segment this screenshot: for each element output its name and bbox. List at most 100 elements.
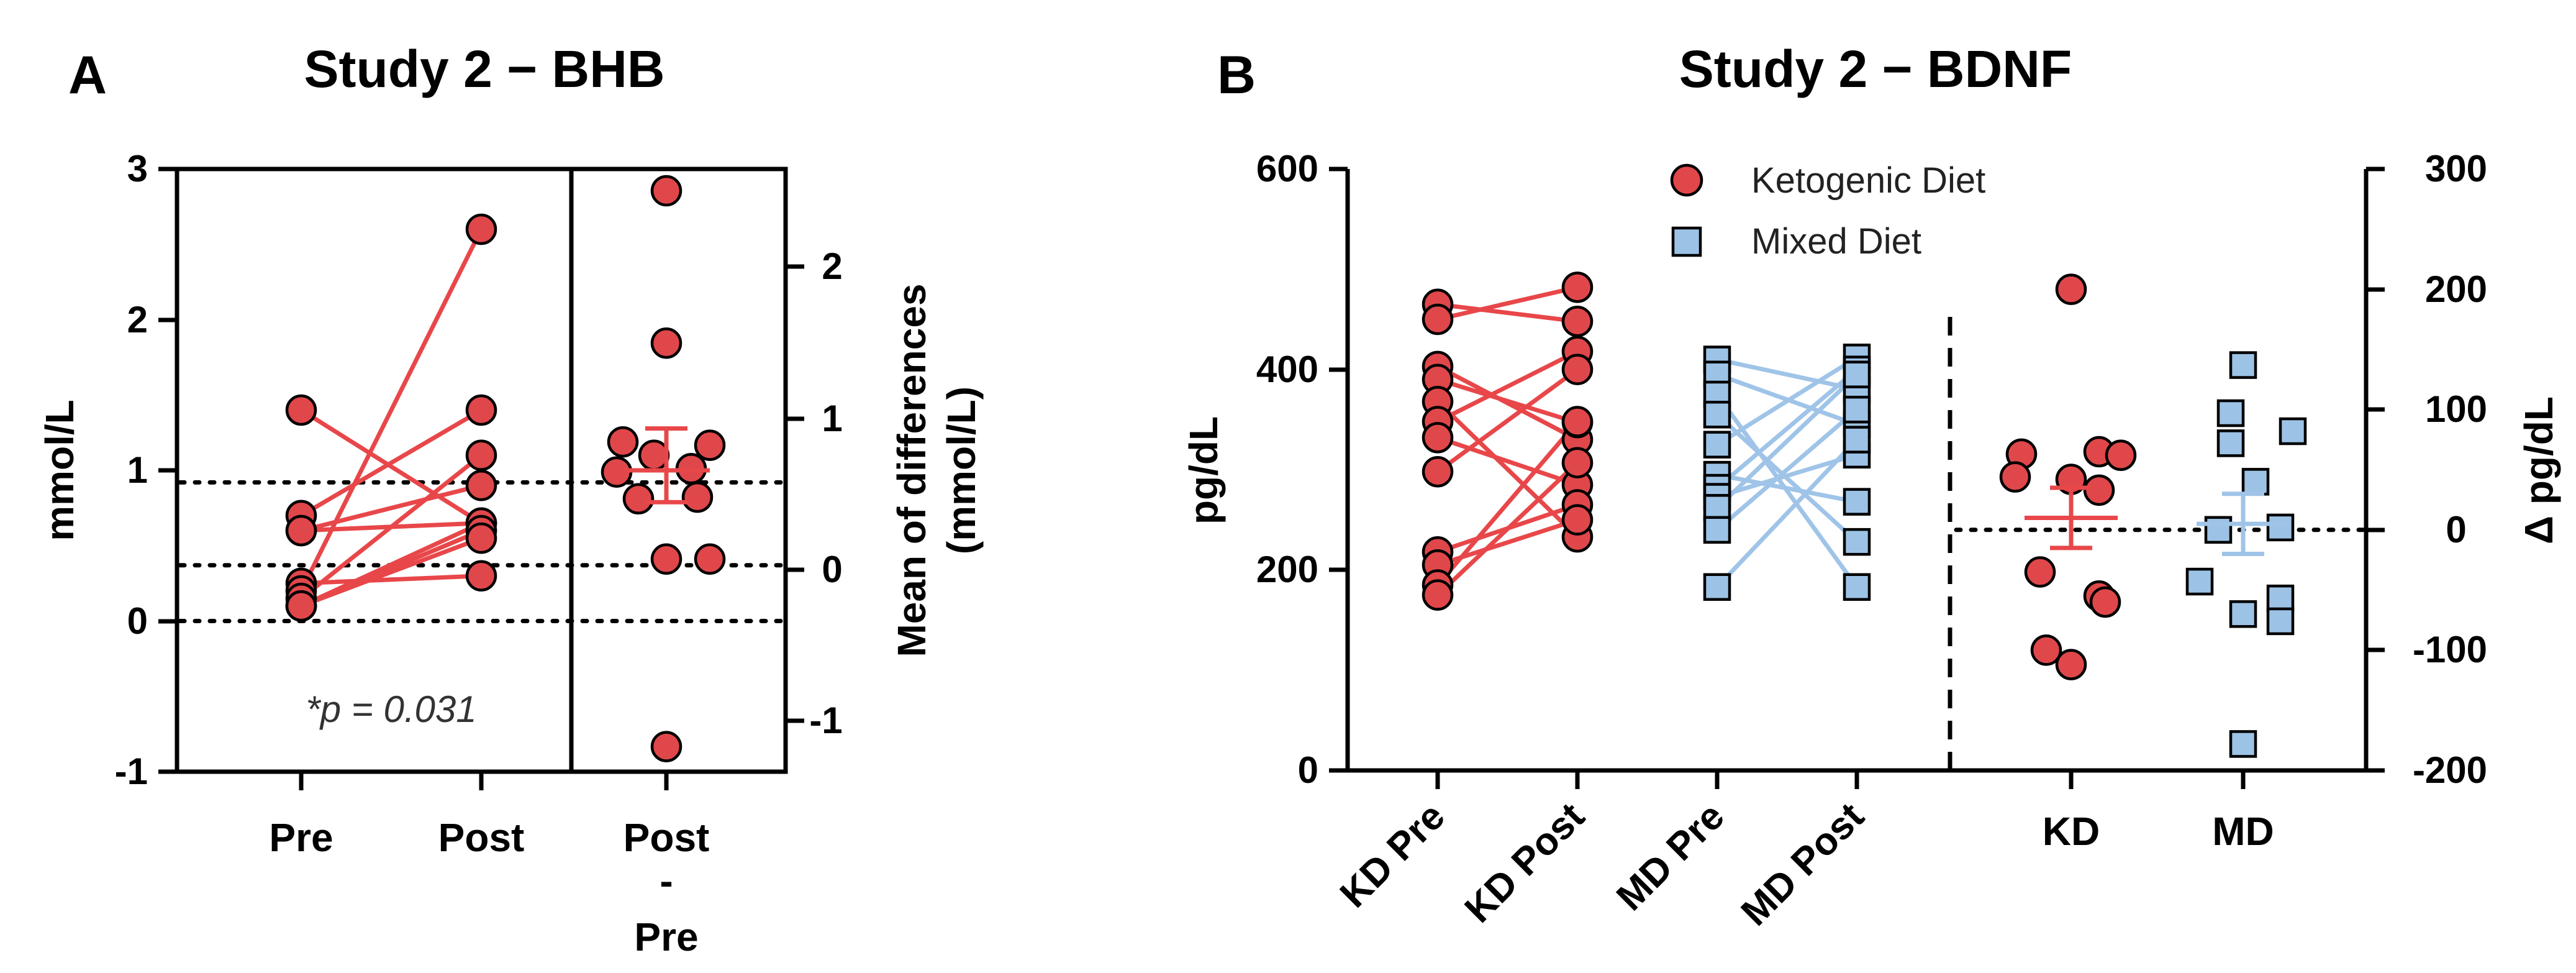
- panel-b-md-diff-point: [2266, 584, 2295, 613]
- panel-b-pair-lines: [1436, 285, 1859, 597]
- panel-b-kd-diff-point: [1999, 461, 2031, 493]
- panel-a-right-ticks: 2 1 0 -1: [786, 245, 843, 741]
- panel-a-diff-point: [622, 483, 655, 515]
- panel-b-xtick-label: KD Post: [1457, 795, 1593, 931]
- panel-b-md-diff-point: [2185, 567, 2214, 596]
- panel-b-md-pair-line: [1715, 438, 1859, 589]
- panel-a-pair-line: [299, 454, 483, 600]
- panel-b-kd-post-point: [1561, 354, 1594, 385]
- panel-a-pre-point: [285, 394, 317, 426]
- panel-b-kd-diff-point: [2030, 634, 2062, 666]
- panel-b-kd-diff-point: [2105, 439, 2137, 472]
- panel-a-ytick-label: 0: [127, 600, 148, 642]
- panel-a-diff-point: [650, 175, 683, 207]
- panel-a-diff: [601, 175, 726, 762]
- panel-a-pair-lines: [299, 228, 484, 608]
- panel-b-kd-diff-point: [2089, 586, 2121, 618]
- legend-md-label: Mixed Diet: [1751, 221, 1921, 262]
- legend-kd-label: Ketogenic Diet: [1751, 160, 1985, 201]
- panel-b-kd-pair-line: [1436, 420, 1579, 587]
- panel-b-kd-pair-line: [1436, 461, 1579, 597]
- panel-b-md-pair-line: [1715, 413, 1859, 544]
- panel-b-md-pre-point: [1703, 516, 1731, 544]
- panel-a-points: [285, 213, 497, 622]
- panel-a-ytick-right-label: -1: [809, 700, 842, 741]
- panel-b-ytick-label: 0: [1298, 749, 1318, 791]
- panel-b-kd-post-point: [1561, 272, 1594, 303]
- panel-a-ytick-label: 1: [127, 449, 148, 491]
- panel-a-xtick-label: Pre: [269, 815, 333, 860]
- panel-a-diff-point: [638, 439, 670, 471]
- panel-b-md-pre-point: [1703, 431, 1731, 459]
- panel-b-right-ticks: 300 200 100 0 -100 -200: [2366, 148, 2487, 791]
- panel-a-post-point: [465, 522, 497, 554]
- panel-a-diff-point: [607, 426, 639, 458]
- panel-b-md-diff-point: [2204, 516, 2233, 544]
- panel-b-md-pair-line: [1717, 472, 1857, 505]
- panel-b-kd-pre-point: [1422, 422, 1454, 454]
- panel-b-label: B: [1217, 45, 1256, 105]
- panel-b-kd-pair-line: [1436, 436, 1579, 487]
- panel-b-points: [1422, 272, 1871, 611]
- legend-kd-marker: [1670, 163, 1703, 197]
- panel-a-ytick-right-label: 0: [822, 549, 842, 590]
- panel-b-left-ticks: 600 400 200 0: [1256, 148, 1348, 791]
- panel-a-left-ticks: 3 2 1 0 -1: [115, 148, 177, 792]
- panel-b-md-diff-point: [2266, 607, 2295, 636]
- panel-a-xtick-label: Post: [624, 815, 710, 860]
- panel-b-md-diff-point: [2279, 417, 2307, 445]
- panel-b-kd-pair-line: [1436, 377, 1579, 425]
- panel-a-post-point: [465, 213, 497, 245]
- panel-a-xticks: Pre Post Post - Pre: [269, 772, 709, 959]
- panel-a-post-point: [465, 439, 497, 471]
- panel-b-md-pair-line: [1715, 408, 1859, 532]
- panel-b-ytick-label: 400: [1256, 349, 1318, 390]
- panel-a-pre-point: [285, 514, 317, 547]
- panel-b-xtick-label: KD: [2043, 809, 2100, 854]
- panel-a-xtick-label: -: [660, 859, 673, 903]
- panel-b-ytick-right-label: 100: [2425, 388, 2487, 430]
- panel-a-label: A: [68, 45, 107, 105]
- panel-a-pair-line: [299, 228, 484, 592]
- panel-b-kd-post-point: [1561, 305, 1594, 337]
- panel-b-xtick-label: MD Pre: [1608, 795, 1733, 919]
- panel-b-md-diff-point: [2229, 600, 2257, 628]
- panel-a-ylabel-right-line1: Mean of differences: [889, 283, 934, 657]
- panel-b-kd-diff-point: [2055, 649, 2087, 680]
- panel-b-ylabel-right: Δ pg/dL: [2516, 396, 2561, 544]
- panel-b-kd-diff-point: [2055, 273, 2087, 305]
- panel-a-diff-point: [694, 429, 726, 461]
- panel-a-ytick-label: -1: [115, 751, 148, 792]
- panel-b-xtick-label: MD Post: [1733, 795, 1872, 934]
- panel-b-md-pair-line: [1716, 355, 1858, 447]
- panel-a-diff-point: [650, 731, 683, 762]
- panel-a-post-point: [465, 394, 497, 426]
- panel-b-kd-diff-point: [2083, 474, 2115, 506]
- panel-b-kd-post-point: [1561, 504, 1594, 536]
- panel-b-kd-pre-point: [1422, 579, 1454, 611]
- panel-a-pair-line: [301, 573, 482, 586]
- panel-a-pre-point: [285, 590, 317, 622]
- panel-a-diff-point: [694, 543, 726, 575]
- panel-a-xtick-label: Post: [438, 815, 525, 860]
- panel-b-legend: Ketogenic Diet Mixed Diet: [1670, 160, 1985, 262]
- panel-b-md-diff-point: [2241, 468, 2270, 496]
- panel-b-md-post-point: [1843, 360, 1871, 388]
- panel-b-ytick-label: 200: [1256, 549, 1318, 590]
- panel-b-diff: [1999, 273, 2307, 758]
- panel-b-md-diff-point: [2216, 429, 2245, 457]
- panel-b-kd-pair-line: [1437, 285, 1578, 322]
- panel-b-md-diff-point: [2266, 513, 2295, 542]
- panel-a: A Study 2 − BHB 3 2 1 0 -1 mmol/L 2 1: [37, 40, 984, 959]
- panel-a-ytick-label: 3: [127, 148, 148, 190]
- panel-a-diff-point: [650, 327, 683, 359]
- panel-b-kd-pair-line: [1436, 349, 1579, 424]
- panel-b-md-post-point: [1843, 395, 1871, 424]
- panel-b-ylabel: pg/dL: [1181, 416, 1226, 524]
- panel-a-diff-point: [681, 481, 714, 513]
- panel-a-ylabel-right: Mean of differences (mmol/L): [889, 283, 984, 657]
- panel-a-pair-line: [301, 483, 482, 533]
- panel-b-ytick-right-label: 0: [2446, 509, 2466, 550]
- panel-a-xtick-label: Pre: [634, 915, 698, 959]
